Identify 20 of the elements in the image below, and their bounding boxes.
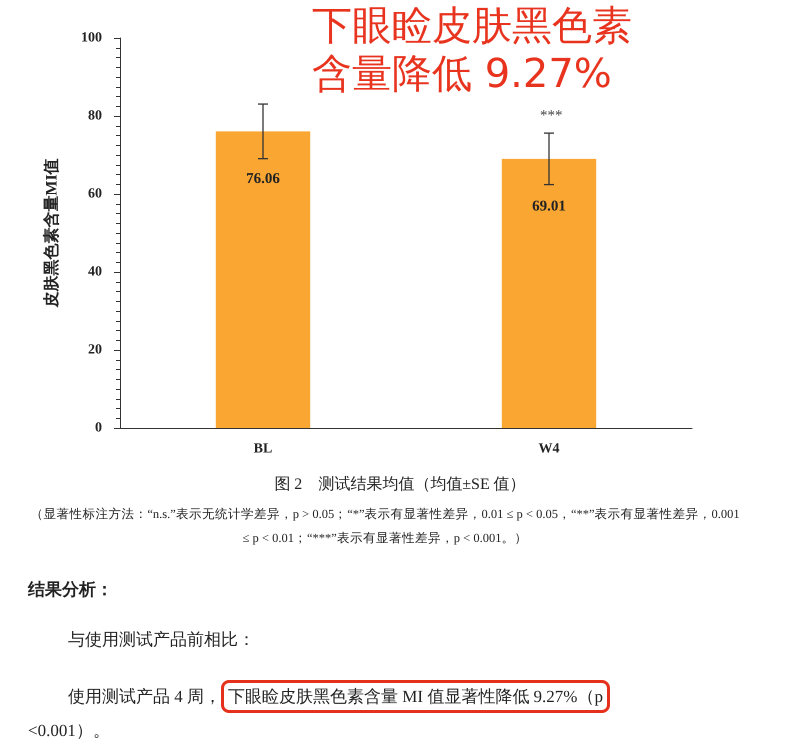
data-label: 69.01 [532, 198, 566, 214]
text: 结果分析： [28, 579, 113, 601]
y-tick-label: 100 [81, 30, 102, 46]
text: （显著性标注方法：“n.s.”表示无统计学差异，p > 0.05；“*”表示有显著性差异，0.01 ≤ p < 0.05，“**”表示有显著性差异，0.001 ≤ p < 0.01；“***”表示有显著性差异，p < 0.001。） [30, 507, 740, 545]
annotation: 下眼睑皮肤黑色素含量降低 9.27% [312, 2, 633, 98]
y-tick-label: 20 [88, 342, 102, 358]
data-label: 76.06 [246, 170, 280, 187]
text: 与使用测试产品前相比： [68, 629, 255, 651]
y-axis-title: 皮肤黑色素含量MI值 [42, 158, 60, 309]
text: <0.001）。 [28, 721, 110, 740]
rounded-frame: 下眼睑皮肤黑色素含量 MI 值显著性降低 9.27%（p [221, 680, 610, 713]
text: 图 2 测试结果均值（均值±SE 值） [273, 474, 527, 495]
y-tick-label: 40 [88, 264, 102, 280]
y-tick-label: 0 [95, 420, 102, 436]
text: 使用测试产品 4 周， [68, 687, 221, 706]
x-tick-label: BL [254, 442, 272, 456]
y-tick-label: 60 [88, 186, 102, 202]
annotation: *** [540, 108, 562, 125]
x-tick-label: W4 [538, 442, 560, 456]
y-tick-label: 80 [88, 108, 102, 124]
